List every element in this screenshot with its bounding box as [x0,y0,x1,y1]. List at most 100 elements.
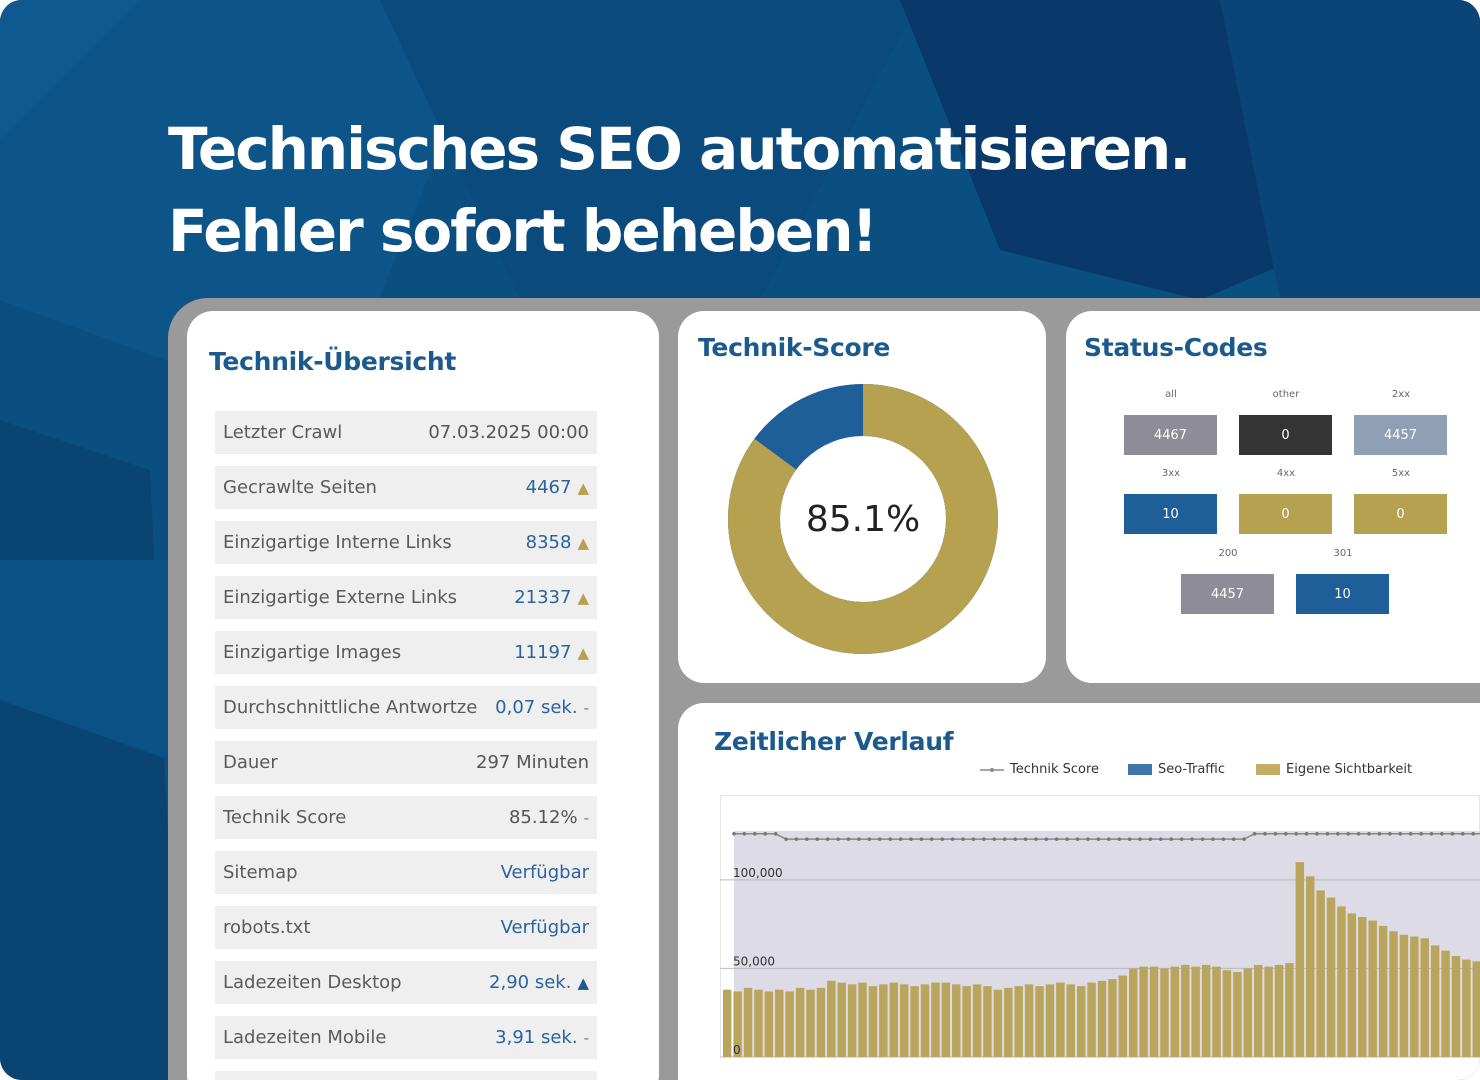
technik-score-point [1325,832,1330,836]
sichtbarkeit-bar [1389,931,1398,1057]
sichtbarkeit-bar [962,986,971,1057]
overview-row: Einzigartige Externe Links 21337 ▲ [215,576,597,619]
legend-label-seo-traffic: Seo-Traffic [1158,762,1225,777]
overview-row-label: Letzter Crawl [223,422,343,443]
technik-score-point [877,837,882,841]
status-code-label: other [1272,389,1300,400]
sichtbarkeit-bar [941,982,951,1057]
technik-score-point [836,837,840,841]
overview-row: Gecrawlte Seiten 4467 ▲ [215,466,597,509]
technik-score-point [1106,837,1111,841]
technik-score-point [909,837,913,841]
headline: Technisches SEO automatisieren. Fehler s… [168,108,1191,272]
overview-row-value-group: 11197 ▲ [514,642,589,663]
sichtbarkeit-bar [952,984,961,1057]
overview-row-value-group: 0,07 sek. - [495,697,589,718]
technik-score-point [784,837,788,841]
technik-score-point [1127,837,1132,841]
status-code-label: 5xx [1391,468,1411,479]
status-code-value[interactable]: 10 [1124,494,1217,534]
sichtbarkeit-bar [795,987,805,1057]
sichtbarkeit-bar [931,982,940,1057]
status-code-value[interactable]: 4467 [1124,415,1217,455]
status-codes-title: Status-Codes [1084,333,1268,362]
overview-row-label: Gecrawlte Seiten [223,477,377,498]
headline-line-1: Technisches SEO automatisieren. [168,115,1191,183]
technik-score-point [1408,832,1413,836]
overview-row: Dauer 297 Minuten [215,741,597,784]
overview-row: Einzigartige Images 11197 ▲ [215,631,597,674]
overview-row-label: Einzigartige Images [223,642,402,663]
sichtbarkeit-bar [1253,964,1263,1057]
legend-seo-traffic: Seo-Traffic [1128,762,1225,777]
status-codes-card: Status-Codes all 4467 other 0 2xx 4457 3xx 10 4x… [1066,311,1480,683]
overview-row-label: Durchschnittliche Antwortze [223,697,478,718]
technik-score-point [1148,837,1153,841]
sichtbarkeit-bar [847,984,857,1057]
sichtbarkeit-bar [1243,968,1252,1057]
overview-row-value: Verfügbar [500,862,589,883]
sichtbarkeit-bar [1056,982,1065,1057]
overview-row-value: 4467 [525,477,572,498]
overview-row-value: 297 Minuten [476,752,589,773]
sichtbarkeit-bar [1149,966,1159,1057]
technik-score-point [940,837,945,841]
technik-score-point [805,837,809,841]
technik-score-point [867,837,872,841]
sichtbarkeit-bar [1222,970,1232,1057]
sichtbarkeit-bar [837,982,846,1057]
overview-row: Letzter Crawl 07.03.2025 00:00 [215,411,597,454]
sichtbarkeit-bar [1097,980,1107,1057]
status-code-label: 4xx [1276,468,1296,479]
status-code-value[interactable]: 4457 [1354,415,1447,455]
overview-row-value-group: 8358 ▲ [526,532,589,553]
sichtbarkeit-bar [1139,966,1148,1057]
technik-score-point [1159,837,1163,841]
status-code-label: 200 [1218,548,1238,559]
overview-row-value: Verfügbar [500,917,589,938]
sichtbarkeit-bar [764,991,774,1057]
technik-score-point [930,837,934,841]
technik-score-point [1440,832,1444,836]
trend-up-icon: ▲ [577,478,589,497]
technik-score-point [950,837,955,841]
overview-row-value: 3,91 sek. [495,1027,578,1048]
overview-row-label: Dauer [223,752,278,773]
sichtbarkeit-bar [1306,876,1315,1057]
legend-label-technik-score: Technik Score [1010,762,1100,777]
technik-score-point [1460,832,1465,836]
sichtbarkeit-bar [1274,964,1284,1057]
overview-row-value: 0,07 sek. [495,697,578,718]
status-code-value[interactable]: 0 [1239,415,1332,455]
y-tick-label: 100,000 [733,866,783,880]
overview-row-value-group: 4467 ▲ [526,477,589,498]
technik-score-point [1211,837,1215,841]
headline-line-2: Fehler sofort beheben! [168,197,878,265]
overview-row-value: 8358 [525,532,572,553]
technik-score-point [1117,837,1122,841]
overview-row: Ladezeiten Mobile 3,91 sek. - [215,1016,597,1059]
status-code-value[interactable]: 4457 [1181,574,1274,614]
sichtbarkeit-bar [1014,986,1023,1057]
y-tick-label: 50,000 [733,954,775,968]
sichtbarkeit-bar [1399,934,1409,1057]
technik-score-point [1367,832,1371,836]
score-title: Technik-Score [698,333,891,362]
sichtbarkeit-bar [1118,975,1128,1057]
overview-row-value-group: 297 Minuten [476,752,589,773]
technik-score-point [919,837,924,841]
status-code-value[interactable]: 0 [1239,494,1332,534]
sichtbarkeit-bar [910,986,919,1057]
technik-score-point [1054,837,1059,841]
technik-score-point [1283,832,1288,836]
sichtbarkeit-bar [1368,920,1377,1057]
donut-score-arc [728,384,998,654]
technik-score-point [1086,837,1090,841]
status-code-value[interactable]: 0 [1354,494,1447,534]
legend-sichtbarkeit: Eigene Sichtbarkeit [1256,762,1412,777]
overview-row-value-group: 85.12% - [509,807,589,828]
overview-row: Sitemap Verfügbar [215,851,597,894]
status-code-value[interactable]: 10 [1296,574,1389,614]
